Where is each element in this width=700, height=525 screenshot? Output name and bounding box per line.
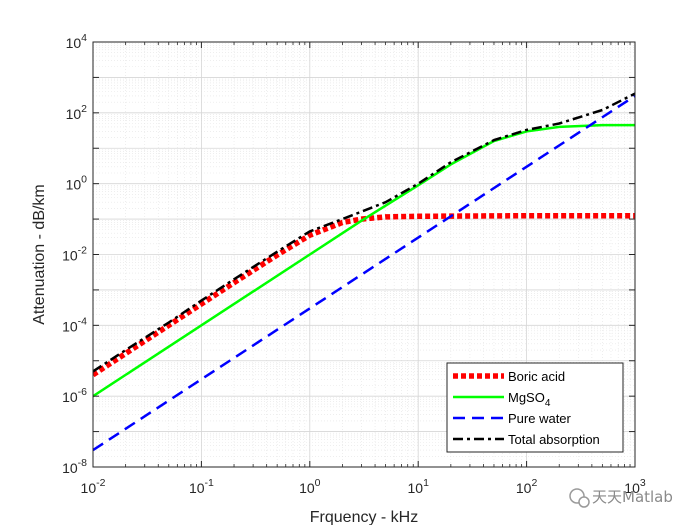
y-axis-title: Attenuation - dB/km [31, 184, 48, 325]
major-grid [92, 41, 636, 468]
legend-label: Pure water [508, 411, 572, 426]
y-tick-label: 10-6 [62, 386, 87, 405]
y-tick-label: 104 [66, 32, 88, 51]
tick-marks [92, 41, 636, 468]
y-tick-label: 100 [66, 174, 88, 193]
watermark-text: 天天Matlab [592, 488, 673, 506]
x-tick-labels: 10-2 10-1 100 101 102 103 [81, 477, 646, 496]
x-tick-label: 10-1 [189, 477, 214, 496]
legend: Boric acid MgSO4 Pure water Total absorptio… [446, 362, 624, 453]
series-layer [93, 92, 635, 452]
series-line-mgso4 [93, 123, 635, 398]
x-tick-label: 101 [407, 477, 429, 496]
y-tick-labels: 10-8 10-6 10-4 10-2 100 102 104 [62, 32, 87, 476]
x-tick-label: 10-2 [81, 477, 106, 496]
legend-box [446, 362, 624, 453]
x-tick-label: 103 [624, 477, 646, 496]
x-tick-label: 100 [299, 477, 321, 496]
legend-label: MgSO4 [508, 390, 551, 409]
x-tick-label: 102 [516, 477, 538, 496]
y-tick-label: 102 [66, 103, 88, 122]
y-tick-label: 10-8 [62, 457, 87, 476]
y-tick-label: 10-2 [62, 245, 87, 264]
watermark: 天天Matlab [569, 488, 673, 508]
wechat-icon [569, 488, 590, 508]
series-line-pure-water [93, 94, 635, 452]
series-line-boric-acid [93, 212, 635, 378]
y-tick-label: 10-4 [62, 315, 87, 334]
legend-label: Total absorption [508, 432, 600, 447]
series-line-total-absorption [93, 92, 635, 373]
legend-label: Boric acid [508, 369, 565, 384]
x-axis-title: Frquency - kHz [310, 509, 418, 525]
